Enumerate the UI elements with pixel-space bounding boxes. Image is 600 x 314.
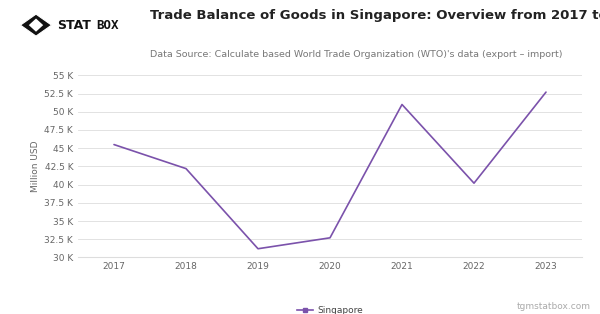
Y-axis label: Million USD: Million USD [31,141,40,192]
Polygon shape [29,19,43,32]
Text: BOX: BOX [97,19,119,32]
Polygon shape [20,14,52,36]
Legend: Singapore: Singapore [293,302,367,314]
Text: STAT: STAT [58,19,91,32]
Text: Trade Balance of Goods in Singapore: Overview from 2017 to 2023: Trade Balance of Goods in Singapore: Ove… [150,9,600,22]
Text: Data Source: Calculate based World Trade Organization (WTO)'s data (export – imp: Data Source: Calculate based World Trade… [150,50,563,59]
Text: tgmstatbox.com: tgmstatbox.com [517,302,591,311]
